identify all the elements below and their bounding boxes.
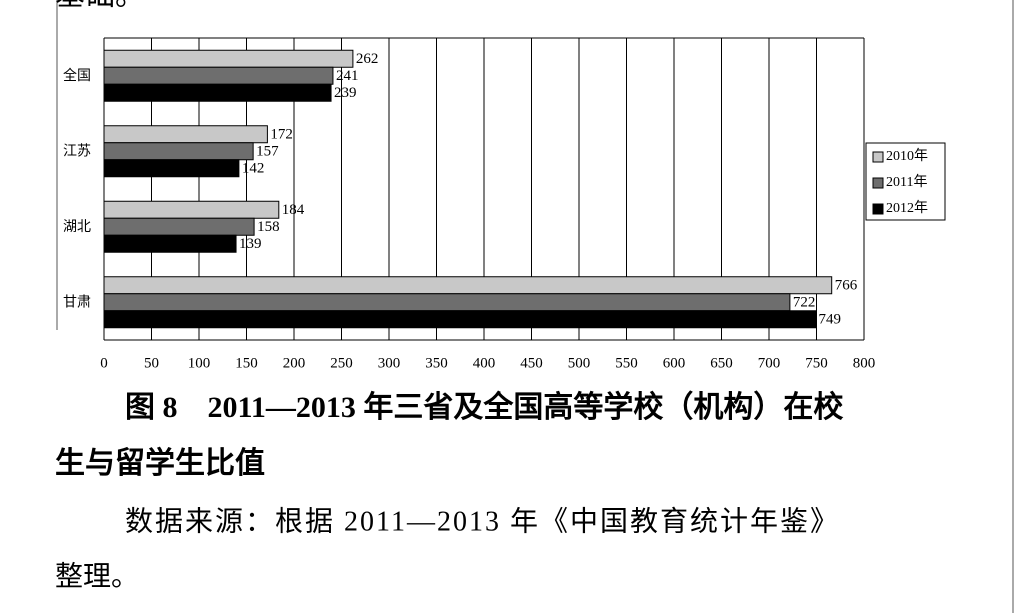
value-label: 139 [239, 236, 261, 252]
value-label: 158 [257, 219, 280, 235]
x-tick-label: 450 [520, 355, 543, 371]
caption-line: 图 8 2011—2013 年三省及全国高等学校（机构）在校 [125, 390, 843, 424]
x-tick-label: 550 [615, 355, 638, 371]
x-tick-label: 200 [283, 355, 306, 371]
chart: 0 50 100 150 200 250 300 350 400 450 500 550 600 650 7… [63, 37, 946, 371]
x-tick-label: 300 [378, 355, 401, 371]
value-label: 184 [282, 202, 305, 218]
top-text: 基础。 [55, 0, 145, 12]
bar [103, 293, 791, 312]
bar [103, 234, 237, 253]
bar [103, 200, 280, 219]
x-tick-label: 700 [758, 355, 781, 371]
value-label: 262 [356, 51, 379, 67]
value-label: 142 [242, 161, 265, 177]
value-label: 241 [336, 68, 359, 84]
bar [103, 310, 817, 329]
bar [103, 49, 354, 68]
x-tick-label: 350 [425, 355, 448, 371]
value-label: 722 [793, 295, 816, 311]
legend-label: 2011年 [886, 174, 927, 190]
y-tick-label: 江苏 [63, 143, 91, 159]
legend-label: 2010年 [886, 148, 928, 164]
x-tick-label: 400 [473, 355, 496, 371]
value-label: 157 [256, 144, 279, 160]
x-tick-label: 100 [188, 355, 211, 371]
value-label: 172 [270, 127, 293, 143]
source-line: 数据来源：根据 2011—2013 年《中国教育统计年鉴》 [125, 505, 840, 537]
legend-swatch [872, 203, 884, 215]
x-tick-label: 750 [805, 355, 828, 371]
bar [103, 142, 254, 161]
value-label: 766 [835, 278, 858, 294]
y-tick-label: 全国 [63, 67, 91, 84]
x-tick-label: 650 [710, 355, 733, 371]
legend-swatch [872, 177, 884, 189]
bar [103, 83, 332, 102]
bar [103, 125, 268, 144]
x-tick-label: 500 [568, 355, 591, 371]
value-label: 239 [334, 85, 357, 101]
y-tick-label: 湖北 [63, 219, 91, 235]
x-tick-label: 600 [663, 355, 686, 371]
source-line: 整理。 [55, 560, 139, 592]
x-tick-label: 150 [235, 355, 258, 371]
x-tick-label: 800 [853, 355, 876, 371]
y-tick-label: 甘肃 [63, 294, 91, 310]
bar [103, 159, 240, 178]
bar [103, 66, 334, 85]
x-tick-label: 250 [330, 355, 353, 371]
caption-line: 生与留学生比值 [55, 446, 265, 480]
legend-label: 2012年 [886, 200, 928, 216]
bar [103, 217, 255, 236]
value-label: 749 [819, 312, 842, 328]
legend-swatch [872, 151, 884, 163]
bar [103, 276, 833, 295]
x-tick-label: 50 [144, 355, 159, 371]
x-tick-label: 0 [100, 355, 108, 371]
